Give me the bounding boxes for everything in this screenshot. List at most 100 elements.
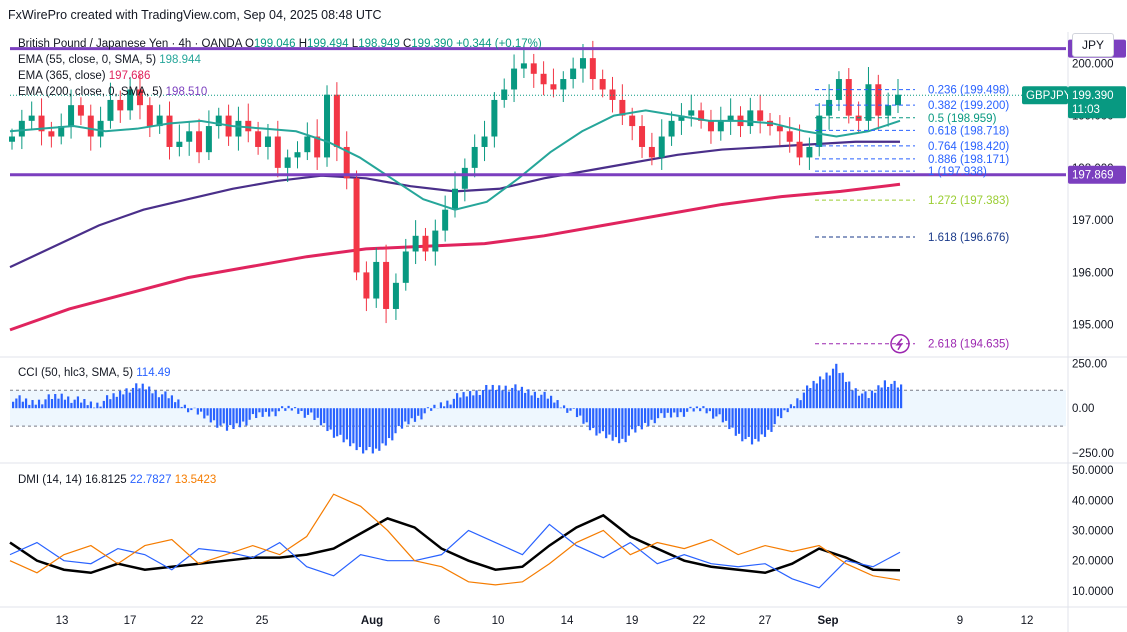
cci-bar xyxy=(216,408,219,428)
candle xyxy=(609,76,616,113)
cci-bar xyxy=(802,392,805,409)
candle-body xyxy=(491,99,498,137)
candle-body xyxy=(235,120,242,137)
cci-bar xyxy=(786,408,789,413)
cci-bar xyxy=(831,368,835,409)
ohlc-close: 199.390 xyxy=(411,38,453,50)
cci-bar xyxy=(319,408,323,426)
cci-bar xyxy=(608,408,611,435)
cci-bar xyxy=(504,385,507,409)
ema200-label: EMA (200, close, 0, SMA, 5) xyxy=(18,86,163,98)
cci-bar xyxy=(640,408,643,430)
cci-bar xyxy=(24,398,28,409)
candle-body xyxy=(196,131,203,153)
candle xyxy=(402,238,409,291)
cci-bar xyxy=(131,387,135,409)
candle xyxy=(363,261,370,312)
candle xyxy=(245,103,252,143)
ohlc-high-label: H xyxy=(298,38,307,50)
candle-body xyxy=(668,120,675,137)
candle-body xyxy=(343,146,350,179)
candle-body xyxy=(589,58,596,80)
ema200-legend[interactable]: EMA (200, close, 0, SMA, 5) 198.510 xyxy=(18,86,207,98)
candle-body xyxy=(707,120,714,132)
dmi-legend[interactable]: DMI (14, 14) 16.8125 22.7827 13.5423 xyxy=(18,474,216,486)
candle xyxy=(38,98,45,146)
cci-bar xyxy=(864,391,867,409)
fib-level-label: 2.618 (194.635) xyxy=(928,339,1009,351)
cci-bar xyxy=(595,408,598,436)
cci-bar xyxy=(517,390,520,409)
cci-bar xyxy=(624,408,627,443)
ema55-legend[interactable]: EMA (55, close, 0, SMA, 5) 198.944 xyxy=(18,54,201,66)
header-credit: FxWirePro created with TradingView.com, … xyxy=(8,8,382,22)
cci-bar xyxy=(225,408,229,431)
cci-bar xyxy=(63,399,67,409)
cci-bar xyxy=(724,408,728,421)
cci-bar xyxy=(452,398,455,409)
candle-body xyxy=(639,126,646,147)
cci-bar xyxy=(164,391,167,409)
cci-bar xyxy=(80,402,83,409)
candle xyxy=(520,46,527,78)
ema365-legend[interactable]: EMA (365, close) 197.686 xyxy=(18,70,150,82)
candle-body xyxy=(107,99,114,121)
candle xyxy=(333,82,340,162)
candle-body xyxy=(688,110,695,116)
candle xyxy=(639,115,646,158)
cci-bar xyxy=(692,408,695,412)
cci-bar xyxy=(112,393,115,409)
cci-bar xyxy=(750,408,754,445)
fib-level-label: 0.618 (198.718) xyxy=(928,125,1009,137)
cci-bar xyxy=(598,408,601,434)
candle-body xyxy=(284,157,291,168)
cci-bar xyxy=(556,400,559,409)
cci-bar xyxy=(167,398,170,409)
candle-body xyxy=(786,131,793,142)
cci-bar xyxy=(494,389,498,409)
price-tick-label: 195.000 xyxy=(1072,320,1114,332)
cci-bar xyxy=(653,408,656,424)
cci-bar xyxy=(893,380,896,409)
cci-bar xyxy=(559,407,562,409)
currency-button[interactable]: JPY xyxy=(1072,33,1114,57)
cci-bar xyxy=(549,395,553,409)
candle xyxy=(87,104,94,151)
time-tick-label: 19 xyxy=(626,615,639,627)
candle xyxy=(28,101,35,131)
cci-bar xyxy=(734,408,737,436)
time-tick-label: 25 xyxy=(256,615,269,627)
candle xyxy=(816,103,823,157)
candle xyxy=(511,54,518,103)
price-tick-label: 197.000 xyxy=(1072,215,1114,227)
candle xyxy=(727,98,734,135)
cci-bar xyxy=(326,408,329,432)
time-tick-label: 9 xyxy=(957,615,963,627)
cci-bar xyxy=(96,402,99,409)
instrument-name: British Pound / Japanese Yen · 4h · OAND… xyxy=(18,38,242,50)
candle xyxy=(579,44,586,83)
candle-body xyxy=(412,235,419,252)
cci-bar xyxy=(426,407,430,409)
cci-legend[interactable]: CCI (50, hlc3, SMA, 5) 114.49 xyxy=(18,367,171,379)
ohlc-low-label: L xyxy=(351,38,359,50)
cci-bar xyxy=(196,408,199,415)
candle-body xyxy=(609,89,616,100)
cci-bar xyxy=(627,408,630,436)
candle xyxy=(58,113,65,145)
time-tick-label: 22 xyxy=(693,615,706,627)
candle-body xyxy=(87,115,94,137)
cci-bar xyxy=(468,391,472,409)
cci-bar xyxy=(880,387,883,409)
candle xyxy=(471,134,478,178)
candle xyxy=(68,89,75,139)
cci-bar xyxy=(60,393,63,409)
cci-bar xyxy=(896,387,899,409)
cci-bar xyxy=(741,408,744,442)
cci-bar xyxy=(387,408,391,439)
cci-bar xyxy=(28,404,31,409)
candle-body xyxy=(481,136,488,147)
cci-bar xyxy=(381,408,384,444)
candle-body xyxy=(599,79,606,90)
